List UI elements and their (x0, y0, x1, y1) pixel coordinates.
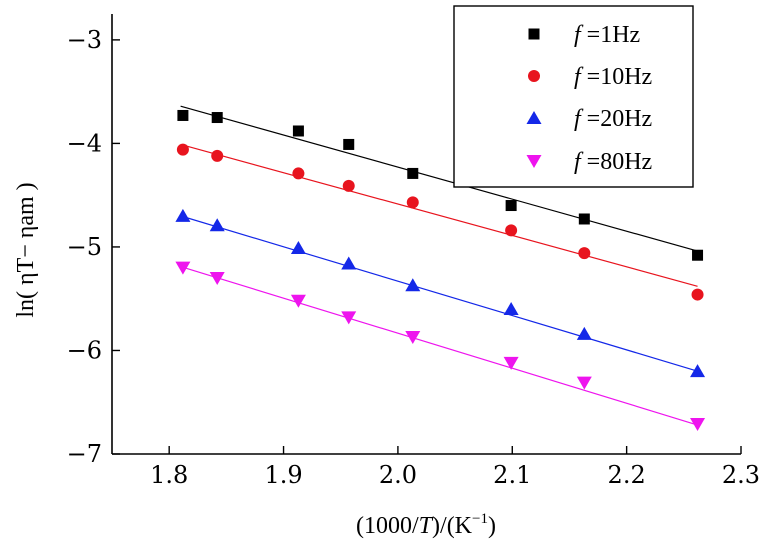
x-tick-label: 2.0 (379, 461, 417, 489)
y-ticks: −3 −4 −5 −6 −7 (67, 26, 120, 468)
data-point-f-20hz (405, 278, 421, 292)
data-point-f-80hz (405, 331, 421, 345)
data-point-f-1hz (407, 167, 419, 179)
data-point-f-80hz (690, 417, 706, 431)
data-point-f-80hz (209, 272, 225, 285)
fit-line-f-10hz (180, 143, 698, 287)
y-tick-label: −4 (67, 129, 102, 157)
legend-label-f-80hz: f =80Hz (574, 149, 652, 175)
x-tick-label: 1.9 (264, 461, 302, 489)
legend-box (453, 5, 694, 188)
legend-label-f-10hz: f =10Hz (574, 64, 652, 90)
data-point-f-20hz (175, 208, 191, 222)
data-point-f-10hz (505, 224, 518, 237)
data-point-f-10hz (176, 143, 189, 156)
markers (175, 109, 706, 431)
x-tick-label: 2.1 (493, 461, 531, 489)
data-point-f-20hz (503, 302, 519, 316)
y-tick-label: −3 (67, 26, 102, 54)
data-point-f-10hz (691, 288, 704, 301)
data-point-f-10hz (342, 179, 355, 192)
legend-marker-f-10hz (528, 70, 540, 82)
legend-label-f-20hz: f =20Hz (574, 106, 652, 132)
legend: f =1Hz f =10Hz f =20Hz f =80Hz (453, 5, 694, 188)
data-point-f-10hz (578, 247, 591, 260)
data-point-f-1hz (177, 109, 189, 121)
fit-line-f-80hz (180, 266, 698, 426)
fit-line-f-20hz (180, 215, 698, 372)
y-tick-label: −5 (67, 233, 102, 261)
x-tick-label: 2.3 (722, 461, 760, 489)
legend-marker-f-20hz (526, 111, 542, 124)
x-ticks: 1.8 1.9 2.0 2.1 2.2 2.3 (150, 446, 760, 489)
data-point-f-1hz (578, 213, 590, 225)
data-point-f-10hz (211, 149, 224, 162)
y-tick-label: −6 (67, 336, 102, 364)
data-point-f-1hz (692, 249, 704, 261)
data-point-f-80hz (576, 376, 592, 390)
data-point-f-20hz (209, 218, 225, 232)
data-point-f-80hz (341, 311, 357, 325)
fit-line-f-1hz (180, 105, 698, 252)
data-point-f-80hz (175, 261, 191, 275)
fit-lines (180, 105, 698, 426)
data-point-f-20hz (690, 364, 706, 378)
data-point-f-80hz (290, 294, 306, 308)
data-point-f-20hz (290, 240, 306, 254)
x-axis-label: (1000/T)/(K−1) (356, 511, 496, 539)
data-point-f-20hz (576, 326, 592, 340)
data-point-f-80hz (503, 356, 519, 370)
x-tick-label: 1.8 (150, 461, 188, 489)
data-point-f-1hz (343, 138, 355, 150)
legend-marker-f-1hz (528, 28, 540, 40)
data-point-f-1hz (211, 112, 223, 124)
x-tick-label: 2.2 (608, 461, 646, 489)
data-point-f-1hz (292, 125, 304, 137)
y-axis-label: ln( ηT− ηam ) (13, 182, 39, 317)
data-point-f-1hz (505, 200, 517, 212)
data-point-f-10hz (406, 196, 419, 209)
legend-marker-f-80hz (526, 155, 542, 168)
data-point-f-10hz (292, 167, 305, 180)
y-tick-label: −7 (67, 440, 102, 468)
legend-label-f-1hz: f =1Hz (574, 22, 640, 48)
data-point-f-20hz (341, 256, 357, 270)
axes (111, 14, 741, 455)
